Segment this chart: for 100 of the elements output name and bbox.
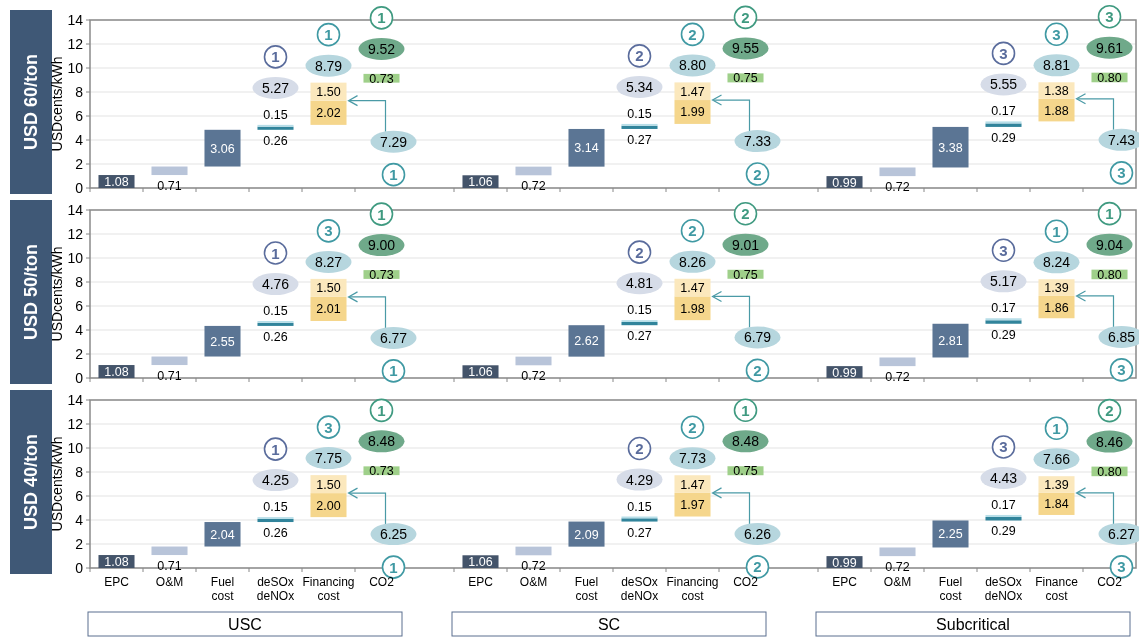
data-label: 0.72 [521,179,546,194]
annotation: 8.24 [1042,254,1071,271]
data-label: 1.06 [468,175,493,190]
data-label: 2.00 [316,498,341,513]
data-label: 0.27 [627,525,652,540]
data-label: 0.71 [157,369,182,384]
annotation: 6.27 [1107,525,1136,542]
y-tick-label: 14 [67,202,84,218]
y-tick-label: 10 [67,60,84,76]
data-label: 3.14 [574,141,599,156]
data-label: 0.72 [885,370,910,385]
annotation: 4.25 [261,472,290,489]
x-tick-label: Financing cost [302,575,355,603]
x-tick-label: O&M [519,575,548,589]
x-tick-label: Fuel cost [574,575,599,603]
data-label: 1.47 [680,477,705,492]
x-tick-label: CO2 [369,575,395,589]
x-tick-label: deSOx deNOx [620,575,659,603]
y-tick-label: 2 [75,536,84,552]
annotation: 1 [377,9,386,27]
data-label: 2.81 [938,334,963,349]
data-label: 0.75 [733,267,758,282]
data-label: 1.06 [468,365,493,380]
data-label: 1.50 [316,477,341,492]
data-label: 1.84 [1044,497,1069,512]
data-label: 1.06 [468,555,493,570]
data-label: 0.80 [1097,70,1122,85]
y-tick-label: 0 [75,560,84,576]
annotation: 1 [271,440,280,458]
annotation: 1 [1052,419,1061,437]
data-label: 0.17 [991,301,1016,316]
data-label: 2.02 [316,106,341,121]
data-label: 0.73 [369,464,394,479]
data-label: 2.01 [316,302,341,317]
data-label: 1.99 [680,105,705,120]
annotation: 2 [688,25,697,43]
annotation: 2 [635,47,644,65]
annotation: 4.43 [989,469,1018,486]
annotation: 6.25 [379,526,408,543]
annotation: 1 [377,401,386,419]
data-label: 1.88 [1044,103,1069,118]
annotation: 7.43 [1107,131,1136,148]
annotation: 7.29 [379,133,408,150]
data-label: 0.15 [627,499,652,514]
y-tick-label: 14 [67,12,84,28]
annotation: 3 [324,418,333,436]
data-label: 0.17 [991,104,1016,119]
data-label: 1.08 [104,555,129,570]
annotation: 9.55 [731,40,760,57]
annotation: 6.77 [379,329,408,346]
annotation: 3 [999,438,1008,456]
annotation: 5.55 [989,76,1018,93]
data-label: 0.27 [627,329,652,344]
annotation: 3 [1117,558,1126,576]
data-label: 0.26 [263,329,288,344]
data-label: 1.38 [1044,84,1069,99]
data-label: 0.17 [991,497,1016,512]
data-label: 3.06 [210,141,235,156]
annotation: 1 [324,26,333,44]
data-label: 1.50 [316,85,341,100]
y-tick-label: 2 [75,156,84,172]
text: USD 60/ton [21,53,41,151]
data-label: 1.50 [316,281,341,296]
y-tick-label: 12 [67,416,84,432]
annotation: 5.27 [261,79,290,96]
annotation: 8.81 [1042,57,1071,74]
data-label: 2.04 [210,527,235,542]
annotation: 1 [271,48,280,66]
annotation: 9.61 [1095,39,1124,56]
annotation: 8.79 [314,57,343,74]
data-label: 2.55 [210,334,235,349]
annotation: 7.75 [314,450,343,467]
x-tick-label: EPC [832,575,858,589]
annotation: 2 [741,205,750,223]
data-label: 0.99 [832,365,857,380]
annotation: 8.26 [678,253,707,270]
annotation: 7.73 [678,450,707,467]
y-tick-label: 0 [75,370,84,386]
data-label: 0.72 [885,560,910,575]
annotation: 1 [389,362,398,380]
annotation: 9.00 [367,237,396,254]
annotation: 8.46 [1095,433,1124,450]
annotation: 2 [753,165,762,183]
data-label: 0.29 [991,130,1016,145]
annotation: 3 [1105,8,1114,26]
data-label: 0.26 [263,133,288,148]
data-label: 0.15 [263,500,288,515]
y-tick-label: 0 [75,180,84,196]
annotation: 3 [999,44,1008,62]
data-label: 1.39 [1044,478,1069,493]
annotation: 4.76 [261,276,290,292]
annotation: 6.79 [743,329,772,346]
annotation: 2 [688,222,697,240]
y-tick-label: 2 [75,346,84,362]
annotation: 8.48 [367,433,396,450]
data-label: 2.25 [938,527,963,542]
x-tick-label: Fuel cost [938,575,963,603]
data-label: 0.80 [1097,464,1122,479]
text: USD 50/ton [21,243,41,341]
annotation: 7.33 [743,133,772,150]
